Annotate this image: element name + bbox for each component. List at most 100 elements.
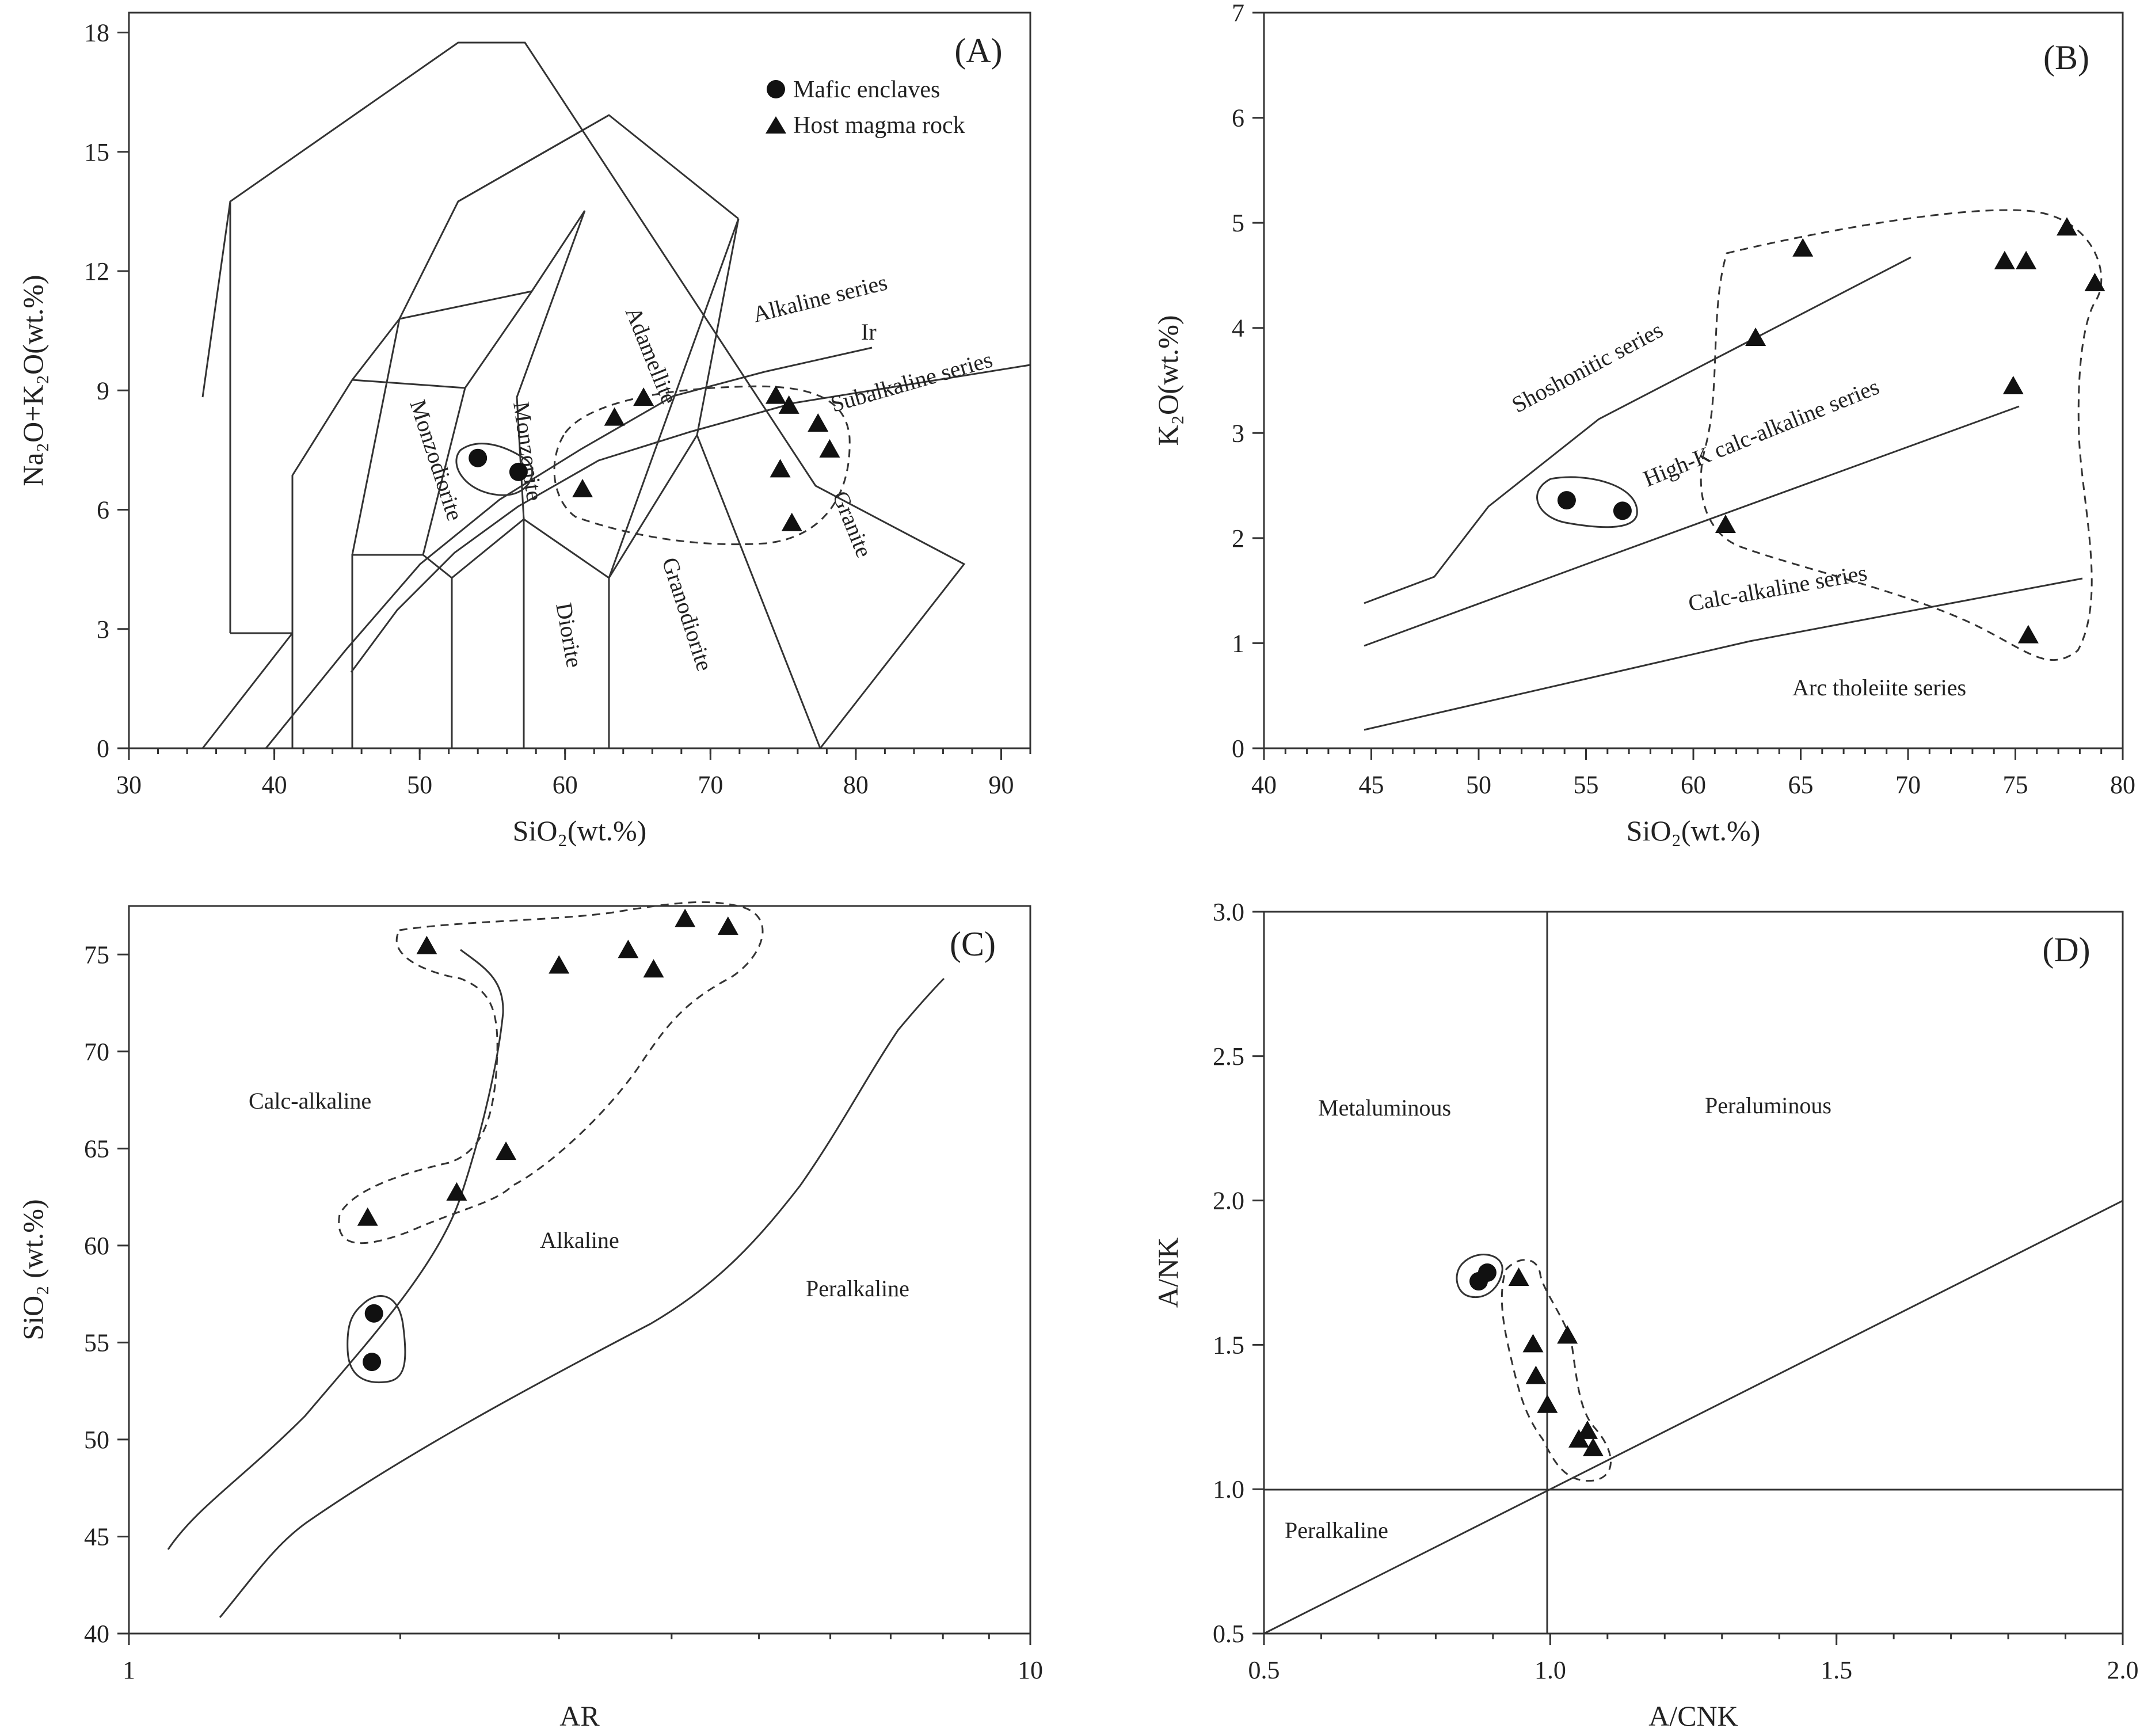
x-tick-label: 10 xyxy=(1018,1656,1043,1684)
legend-marker-triangle xyxy=(766,116,786,134)
region-label: Peralkaline xyxy=(806,1276,909,1301)
panel-d-region-labels: Metaluminous Peraluminous Peralkaline xyxy=(1285,1092,1831,1543)
panel-title: (B) xyxy=(2043,39,2089,77)
y-tick-label: 0.5 xyxy=(1213,1620,1244,1648)
x-tick-label: 2.0 xyxy=(2107,1656,2139,1684)
host-rock-point xyxy=(2017,625,2039,644)
panel-a-region-labels: Monzonite Monzodiorite Adamellite Diorit… xyxy=(405,269,995,674)
y-tick-label: 12 xyxy=(84,257,109,285)
host-rock-point xyxy=(770,459,791,478)
host-rock-point xyxy=(416,935,437,954)
legend-marker-circle xyxy=(767,80,785,98)
y-tick-label: 75 xyxy=(84,941,109,969)
region-label: Arc tholeiite series xyxy=(1792,675,1966,701)
y-tick-label: 70 xyxy=(84,1038,109,1066)
x-tick-label: 1.0 xyxy=(1534,1656,1566,1684)
y-tick-label: 65 xyxy=(84,1135,109,1163)
panel-title: (D) xyxy=(2042,931,2090,969)
host-rock-point xyxy=(1582,1437,1604,1456)
y-tick-label: 2 xyxy=(1232,524,1244,553)
host-rock-point xyxy=(1537,1394,1558,1413)
host-rock-point xyxy=(778,395,799,414)
host-rock-point xyxy=(1525,1365,1547,1384)
host-rock-point xyxy=(1557,1325,1578,1344)
host-rock-point xyxy=(2016,250,2037,269)
panel-b-enclosures xyxy=(1536,209,2103,661)
host-rock-point xyxy=(357,1207,378,1226)
host-rock-point xyxy=(604,407,625,426)
region-label: Diorite xyxy=(551,601,588,669)
panel-title: (C) xyxy=(950,925,996,963)
mafic-enclave-point xyxy=(363,1353,382,1372)
region-label: Peraluminous xyxy=(1705,1092,1831,1118)
panel-c-enclosures xyxy=(338,901,764,1384)
x-tick-label: 60 xyxy=(553,771,578,799)
y-tick-label: 40 xyxy=(84,1620,109,1648)
y-axis-label: SiO₂ (wt.%) xyxy=(17,1199,49,1340)
panel-d-enclosures xyxy=(1456,1254,1612,1482)
x-tick-label: 40 xyxy=(262,771,287,799)
legend-entry: Host magma rock xyxy=(793,112,965,139)
y-tick-label: 45 xyxy=(84,1522,109,1551)
region-label: Calc-alkaline xyxy=(249,1088,371,1114)
mafic-enclave-point xyxy=(1478,1263,1497,1282)
host-rock-point xyxy=(446,1182,467,1201)
x-tick-label: 80 xyxy=(2110,771,2135,799)
region-label: Granite xyxy=(828,488,878,561)
mafic-enclave-point xyxy=(1557,491,1576,510)
host-rock-point xyxy=(781,512,802,531)
plot-frame xyxy=(1263,12,2124,749)
x-tick-label: 50 xyxy=(407,771,432,799)
host-rock-point xyxy=(819,439,840,458)
y-axis-label: A/NK xyxy=(1152,1238,1184,1308)
region-label: Ir xyxy=(861,319,877,345)
y-tick-label: 1 xyxy=(1232,629,1244,657)
x-tick-label: 90 xyxy=(988,771,1014,799)
y-tick-label: 5 xyxy=(1232,209,1244,237)
panel-a-legend: Mafic enclaves Host magma rock xyxy=(766,77,965,139)
host-rock-point xyxy=(808,413,829,432)
x-axis-label: SiO₂(wt.%) xyxy=(513,814,647,847)
region-label: Calc-alkaline series xyxy=(1686,559,1869,616)
panel-a: Monzonite Monzodiorite Adamellite Diorit… xyxy=(201,41,1031,749)
host-rock-point xyxy=(2002,375,2024,394)
region-label: Metaluminous xyxy=(1318,1095,1451,1121)
x-tick-label: 30 xyxy=(116,771,142,799)
region-label: Peralkaline xyxy=(1285,1517,1388,1543)
y-tick-label: 15 xyxy=(84,138,109,166)
x-tick-label: 1 xyxy=(123,1656,135,1684)
host-rock-point xyxy=(765,385,786,404)
y-axis-label: K₂O(wt.%) xyxy=(1152,315,1184,446)
x-axis-label: SiO₂(wt.%) xyxy=(1627,814,1761,847)
host-rock-point xyxy=(2084,273,2105,292)
x-tick-label: 1.5 xyxy=(1821,1656,1852,1684)
mafic-enclave-point xyxy=(509,462,528,481)
x-axis-label: AR xyxy=(559,1700,600,1732)
x-tick-label: 75 xyxy=(2003,771,2028,799)
host-rock-point xyxy=(1522,1334,1544,1353)
region-label: Alkaline xyxy=(540,1227,619,1253)
plot-frame xyxy=(1263,911,2124,1635)
panel-d: Metaluminous Peraluminous Peralkaline xyxy=(1263,912,2123,1635)
host-rock-point xyxy=(572,478,593,497)
marks-layer xyxy=(357,217,2105,1456)
x-tick-label: 80 xyxy=(843,771,869,799)
y-tick-label: 60 xyxy=(84,1232,109,1260)
y-tick-label: 0 xyxy=(97,734,109,763)
y-tick-label: 0 xyxy=(1232,734,1244,763)
y-tick-label: 55 xyxy=(84,1328,109,1357)
host-rock-point xyxy=(1994,250,2015,269)
host-rock-point xyxy=(717,916,738,935)
region-label: Subalkaline series xyxy=(828,346,995,417)
x-axis-label: A/CNK xyxy=(1648,1700,1738,1732)
x-tick-label: 70 xyxy=(1895,771,1921,799)
y-tick-label: 4 xyxy=(1232,314,1244,342)
host-rock-point xyxy=(675,908,696,927)
host-rock-point xyxy=(1715,514,1736,533)
region-label: Granodiorite xyxy=(657,554,718,674)
panel-a-enclosures xyxy=(455,385,851,546)
region-label: High-K calc-alkaline series xyxy=(1640,374,1883,492)
y-tick-label: 3 xyxy=(1232,419,1244,447)
host-rock-point xyxy=(496,1141,517,1160)
